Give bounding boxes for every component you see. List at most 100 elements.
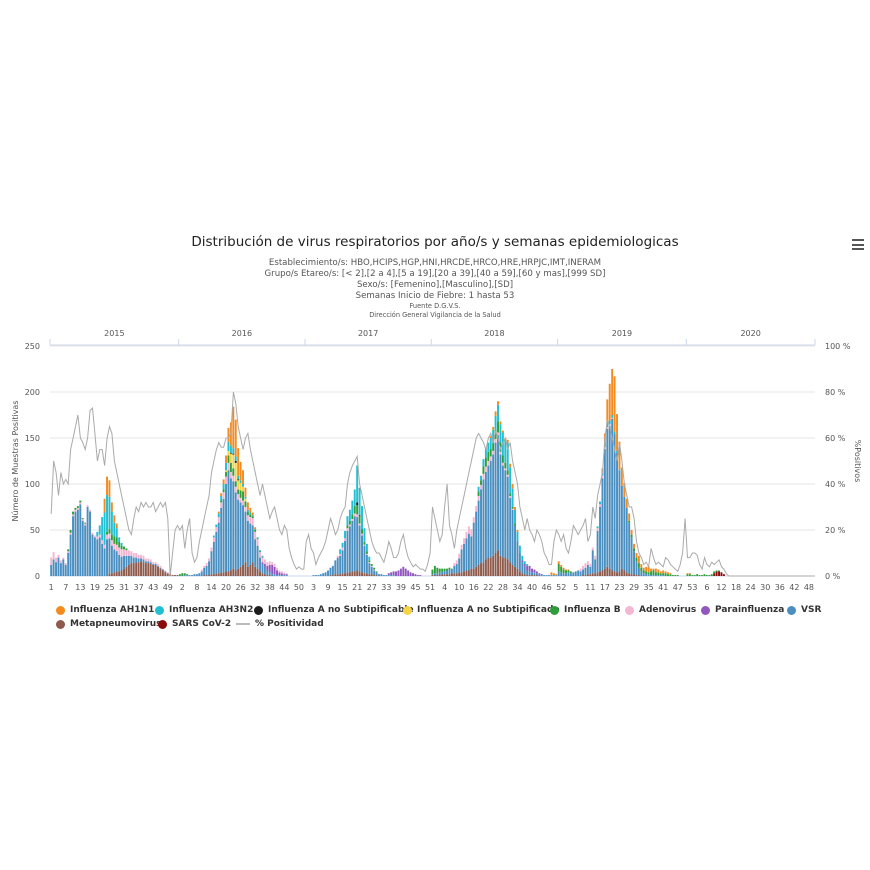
bar-adenovirus [591, 547, 594, 551]
bar-influenza-a-no-subtipificado [229, 453, 232, 463]
bar-metapneumovirus [144, 563, 147, 576]
bar-metapneumovirus [222, 572, 225, 576]
bar-influenza-ah1n1 [242, 470, 244, 484]
bar-metapneumovirus [363, 573, 366, 576]
legend-item-positividad[interactable]: % Positividad [236, 619, 324, 629]
bar-influenza-b [480, 480, 482, 485]
x-tick-label: 44 [279, 583, 289, 592]
bar-influenza-b [565, 570, 567, 574]
bar-adenovirus [164, 570, 167, 572]
bar-metapneumovirus [501, 557, 504, 576]
bar-metapneumovirus [254, 566, 257, 576]
legend-item-a-no-subtipificable[interactable]: Influenza A no Subtipificable [254, 605, 414, 615]
bar-influenza-ah1n1 [608, 383, 611, 421]
chart-title: Distribución de virus respiratorios por … [191, 234, 679, 250]
hamburger-icon[interactable] [852, 239, 864, 250]
bar-influenza-ah3n2 [616, 450, 618, 453]
bar-metapneumovirus [465, 570, 468, 576]
bar-vsr [494, 442, 497, 553]
legend-marker-icon [254, 605, 263, 615]
bar-influenza-b [232, 468, 235, 476]
bar-influenza-b [509, 493, 512, 496]
bar-influenza-ah3n2 [118, 537, 121, 542]
legend-item-ah1n1[interactable]: Influenza AH1N1 [56, 605, 154, 615]
bar-influenza-ah1n1 [567, 569, 570, 571]
bar-metapneumovirus [329, 575, 332, 576]
bar-influenza-ah1n1 [103, 498, 106, 513]
bar-vsr [50, 564, 53, 576]
x-tick-label: 48 [804, 583, 814, 592]
bar-metapneumovirus [373, 575, 376, 576]
bar-adenovirus [480, 484, 482, 490]
bar-metapneumovirus [623, 570, 626, 576]
bar-metapneumovirus [523, 574, 526, 576]
legend-item-adenovirus[interactable]: Adenovirus [625, 605, 696, 615]
bar-influenza-b [482, 466, 485, 474]
bar-vsr [382, 575, 385, 576]
bar-influenza-ah3n2 [492, 429, 495, 444]
bar-vsr [521, 562, 524, 574]
legend-item-influenza-b[interactable]: Influenza B [550, 605, 621, 615]
bar-vsr [472, 522, 475, 569]
bar-vsr [458, 558, 461, 573]
bar-vsr [608, 426, 611, 569]
bar-vsr [550, 575, 553, 576]
x-tick-label: 13 [75, 583, 85, 592]
bar-vsr [251, 525, 254, 563]
bar-adenovirus [268, 561, 271, 565]
bar-metapneumovirus [344, 573, 346, 576]
bar-vsr [113, 549, 116, 573]
bar-adenovirus [52, 552, 55, 560]
legend-item-metapneumovirus[interactable]: Metapneumovirus [56, 619, 162, 629]
bar-influenza-ah3n2 [254, 529, 257, 530]
bar-influenza-b [710, 574, 713, 576]
bar-adenovirus [596, 528, 599, 531]
bar-parainfluenza [531, 568, 533, 573]
bar-metapneumovirus [361, 572, 363, 576]
legend-item-ah3n2[interactable]: Influenza AH3N2 [155, 605, 253, 615]
bar-adenovirus [261, 557, 264, 563]
bar-influenza-ah3n2 [514, 509, 516, 524]
bar-vsr [137, 558, 140, 563]
bar-vsr [487, 465, 490, 558]
y-tick-label: 250 [25, 342, 40, 351]
bar-influenza-ah3n2 [259, 550, 261, 552]
bar-metapneumovirus [584, 575, 587, 576]
bar-influenza-ah3n2 [613, 431, 616, 434]
bar-influenza-b [186, 574, 189, 576]
legend-label: % Positividad [255, 619, 324, 629]
bar-influenza-ah3n2 [618, 469, 621, 471]
bar-adenovirus [263, 559, 266, 565]
legend-item-sars-cov-2[interactable]: SARS CoV-2 [158, 619, 231, 629]
bar-metapneumovirus [171, 575, 174, 576]
bar-influenza-b [229, 462, 232, 473]
bar-adenovirus [475, 506, 478, 512]
y2-tick-label: 60 % [825, 434, 846, 443]
bar-vsr [475, 511, 478, 567]
bar-influenza-ah3n2 [239, 480, 242, 484]
bar-parainfluenza [404, 568, 407, 576]
bar-influenza-ah1n1 [635, 553, 638, 558]
bar-vsr [159, 567, 162, 569]
bar-influenza-ah1n1 [227, 427, 230, 442]
bar-vsr [577, 570, 580, 576]
legend-item-parainfluenza[interactable]: Parainfluenza [701, 605, 784, 615]
legend-item-vsr[interactable]: VSR [787, 605, 821, 615]
bar-vsr [183, 575, 186, 576]
source-line: Fuente D.G.V.S. [409, 302, 461, 310]
bar-vsr [130, 555, 133, 564]
bar-metapneumovirus [441, 574, 444, 576]
bar-vsr [314, 575, 317, 576]
bar-influenza-ah3n2 [251, 515, 254, 517]
bar-vsr [348, 526, 351, 573]
legend-marker-icon [787, 605, 796, 615]
legend-item-a-no-subtipificado[interactable]: Influenza A no Subtipificado [403, 605, 560, 615]
bar-influenza-ah1n1 [239, 461, 242, 481]
bar-adenovirus [91, 532, 94, 535]
bar-metapneumovirus [154, 564, 157, 576]
bar-influenza-b [67, 549, 70, 552]
bar-influenza-b [370, 564, 373, 566]
x-tick-label: 7 [63, 583, 68, 592]
bar-metapneumovirus [591, 573, 594, 576]
bar-influenza-ah3n2 [494, 415, 497, 430]
